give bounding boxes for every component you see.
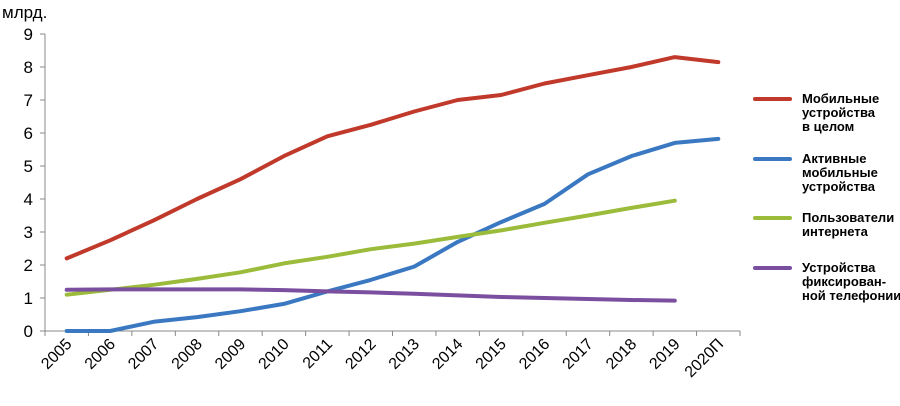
x-tick-label: 2009	[212, 336, 249, 373]
legend-label-0: устройства	[802, 105, 876, 120]
legend-label-3: Устройства	[802, 260, 876, 275]
series-line-3	[64, 287, 677, 303]
y-tick-label: 3	[24, 223, 33, 242]
x-tick-label: 2005	[38, 336, 75, 373]
x-tick-label: 2018	[603, 336, 640, 373]
y-tick-label: 2	[24, 256, 33, 275]
legend-label-1: устройства	[802, 179, 876, 194]
x-tick-label: 2008	[169, 336, 206, 373]
x-tick-label: 2020П	[682, 336, 727, 381]
y-tick-label: 8	[24, 58, 33, 77]
legend-label-2: интернета	[802, 224, 869, 239]
x-tick-label: 2006	[82, 336, 119, 373]
legend-label-2: Пользователи	[802, 210, 894, 225]
x-tick-label: 2016	[516, 336, 553, 373]
y-axis-unit: млрд.	[2, 3, 47, 22]
legend-label-0: в целом	[802, 119, 854, 134]
series-line-2	[64, 198, 677, 297]
series-line-1	[64, 136, 721, 333]
legend-label-0: Мобильные	[802, 91, 879, 106]
x-tick-label: 2010	[256, 336, 293, 373]
y-tick-label: 9	[24, 25, 33, 44]
legend-label-3: ной телефонии	[802, 288, 900, 303]
series-lines	[64, 55, 721, 333]
y-tick-label: 5	[24, 157, 33, 176]
legend-label-1: Активные	[802, 151, 866, 166]
series-line-0	[64, 55, 721, 261]
y-tick-label: 0	[24, 322, 33, 341]
x-tick-label: 2014	[429, 336, 466, 373]
x-tick-label: 2013	[386, 336, 423, 373]
y-tick-label: 1	[24, 289, 33, 308]
x-tick-label: 2017	[560, 336, 597, 373]
x-tick-label: 2011	[300, 336, 336, 372]
y-tick-label: 6	[24, 124, 33, 143]
legend-label-1: мобильные	[802, 165, 878, 180]
x-tick-label: 2007	[125, 336, 162, 373]
x-tick-label: 2012	[342, 336, 379, 373]
x-tick-label: 2015	[473, 336, 510, 373]
y-tick-label: 7	[24, 91, 33, 110]
x-tick-label: 2019	[646, 336, 683, 373]
y-tick-label: 4	[24, 190, 33, 209]
legend-label-3: фиксирован-	[802, 274, 886, 289]
